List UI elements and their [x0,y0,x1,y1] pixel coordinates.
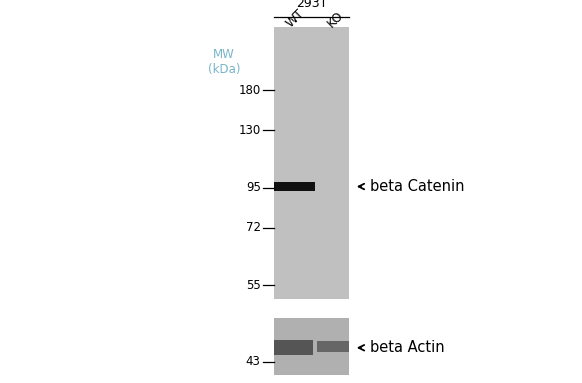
Text: 130: 130 [239,124,261,137]
Text: beta Catenin: beta Catenin [370,179,464,194]
Text: WT: WT [283,7,307,30]
Text: KO: KO [325,9,346,30]
Bar [274,340,313,355]
Bar [274,318,349,375]
Text: 43: 43 [246,355,261,368]
Text: 95: 95 [246,181,261,194]
Text: 293T: 293T [296,0,327,10]
Bar [317,341,349,352]
Bar [274,182,315,191]
Text: 55: 55 [246,279,261,292]
Text: 180: 180 [239,83,261,97]
Bar [274,27,349,299]
Text: beta Actin: beta Actin [370,340,444,355]
Text: 72: 72 [246,221,261,234]
Text: MW
(kDa): MW (kDa) [208,48,240,76]
